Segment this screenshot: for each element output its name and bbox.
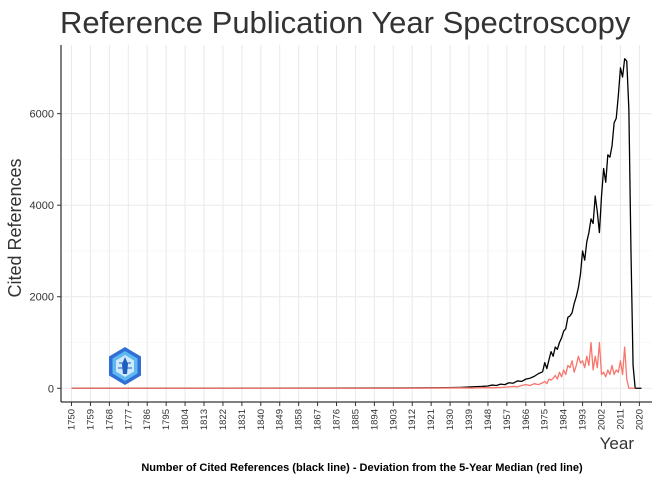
x-tick-label: 1840	[256, 409, 267, 430]
x-tick-label: 1966	[521, 409, 532, 430]
y-axis-ticks: 0 2000 4000 6000	[30, 109, 61, 395]
chart-caption: Number of Cited References (black line) …	[141, 462, 583, 474]
x-tick-label: 1921	[426, 409, 437, 430]
x-tick-label: 1804	[180, 409, 191, 430]
y-tick-label: 6000	[30, 109, 54, 121]
grid-lines	[61, 45, 652, 402]
x-tick-label: 1930	[445, 409, 456, 430]
x-tick-label: 1858	[294, 409, 305, 430]
x-tick-label: 1759	[85, 409, 96, 430]
x-tick-label: 1885	[350, 409, 361, 430]
x-tick-label: 1993	[578, 409, 589, 430]
x-tick-label: 1903	[388, 409, 399, 430]
x-tick-label: 1822	[218, 409, 229, 430]
x-tick-label: 1948	[483, 409, 494, 430]
series-line	[71, 341, 636, 389]
x-tick-label: 1768	[104, 409, 115, 430]
x-tick-label: 2002	[597, 409, 608, 430]
x-tick-label: 1912	[407, 409, 418, 430]
x-tick-label: 1939	[464, 409, 475, 430]
logo-icon	[109, 347, 141, 385]
x-tick-label: 1849	[275, 409, 286, 430]
x-tick-label: 1984	[559, 409, 570, 430]
x-tick-label: 1786	[142, 409, 153, 430]
y-tick-label: 0	[48, 383, 54, 395]
x-tick-label: 2011	[615, 409, 626, 429]
x-tick-label: 1795	[161, 409, 172, 430]
x-tick-label: 1975	[540, 409, 551, 430]
chart-title: Reference Publication Year Spectroscopy	[60, 5, 631, 40]
x-tick-label: 1867	[313, 409, 324, 430]
x-tick-label: 1813	[199, 409, 210, 430]
x-tick-label: 1894	[369, 409, 380, 430]
x-tick-label: 1750	[67, 409, 78, 430]
series-line	[71, 58, 642, 389]
x-tick-label: 1777	[123, 409, 134, 430]
y-axis-label: Cited References	[5, 158, 25, 297]
x-tick-label: 2020	[634, 409, 645, 430]
x-tick-label: 1831	[237, 409, 248, 430]
series-lines	[71, 58, 642, 389]
y-tick-label: 2000	[30, 292, 54, 304]
x-axis-label: Year	[600, 434, 635, 453]
x-tick-label: 1876	[332, 409, 343, 430]
x-tick-label: 1957	[502, 409, 513, 430]
y-tick-label: 4000	[30, 200, 54, 212]
x-axis-ticks: 1750 1759 1768 1777 1786 1795 1804 1813 1822 1831…	[67, 402, 645, 430]
